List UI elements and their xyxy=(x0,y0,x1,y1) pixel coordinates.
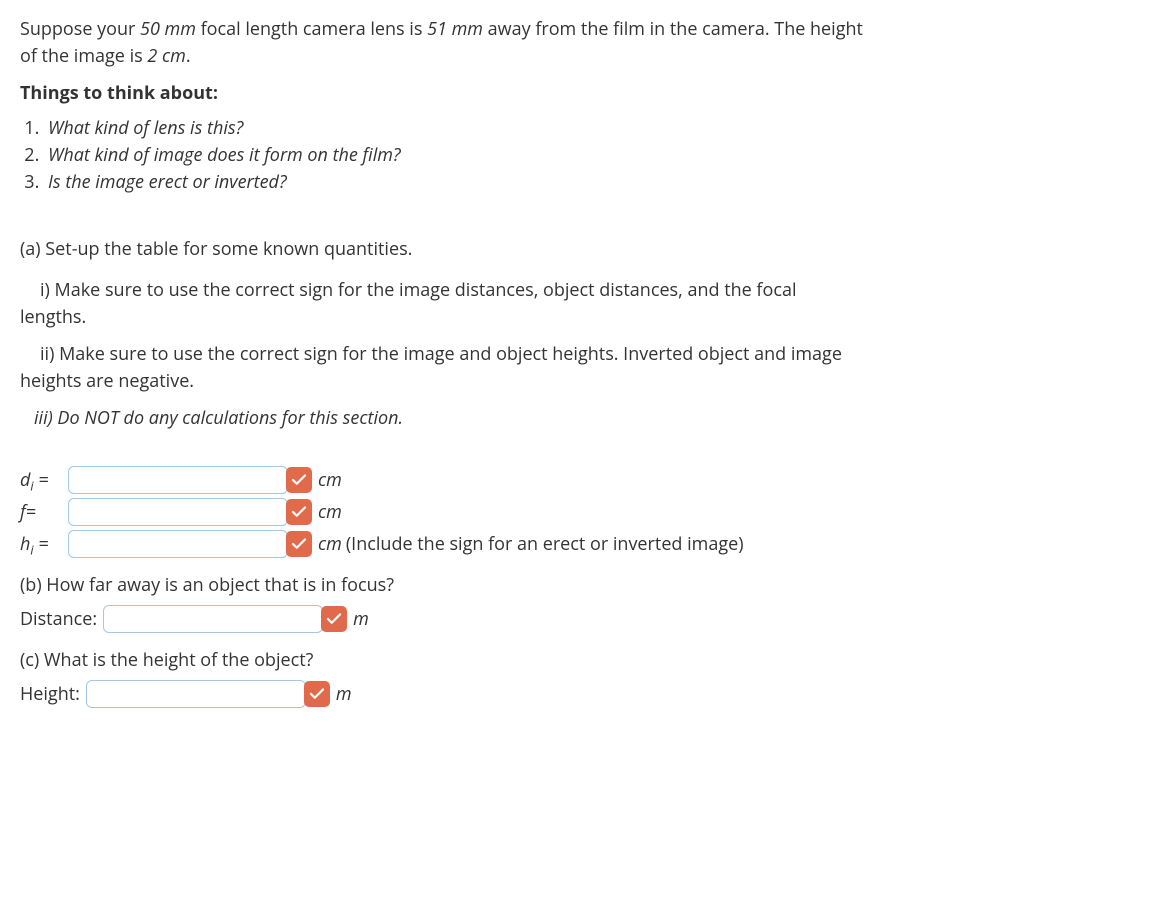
prompt-line2-pre: of the image is xyxy=(20,44,147,68)
f-unit: cm xyxy=(318,499,342,526)
part-a-iii-text: iii) Do NOT do any calculations for this… xyxy=(20,406,403,430)
hi-unit: cm xyxy=(318,531,342,558)
di-var: d xyxy=(20,468,30,492)
distance-input[interactable] xyxy=(103,605,323,633)
hi-var: h xyxy=(20,532,30,556)
part-a-ii-line1: ii) Make sure to use the correct sign fo… xyxy=(20,342,842,366)
think-item-1: What kind of lens is this? xyxy=(44,115,1148,142)
part-a-intro: (a) Set-up the table for some known quan… xyxy=(20,236,1148,263)
prompt-pre: Suppose your xyxy=(20,17,140,41)
di-input[interactable] xyxy=(68,466,288,494)
part-c-q: (c) What is the height of the object? xyxy=(20,647,1148,674)
f-label: f= xyxy=(20,499,68,526)
check-icon[interactable] xyxy=(321,606,347,632)
part-a-i-line2: lengths. xyxy=(20,305,86,329)
di-row: di = cm xyxy=(20,466,1148,494)
part-a-ii-line2: heights are negative. xyxy=(20,369,194,393)
di-label: di = xyxy=(20,467,68,494)
part-c-row: Height: m xyxy=(20,680,1148,708)
prompt-mid: focal length camera lens is xyxy=(196,17,427,41)
think-item-3: Is the image erect or inverted? xyxy=(44,169,1148,196)
hi-eq: = xyxy=(34,532,49,556)
prompt-post: away from the film in the camera. The he… xyxy=(483,17,863,41)
f-input[interactable] xyxy=(68,498,288,526)
check-icon[interactable] xyxy=(286,531,312,557)
check-icon[interactable] xyxy=(286,467,312,493)
hi-label: hi = xyxy=(20,531,68,558)
hi-note: (Include the sign for an erect or invert… xyxy=(346,531,744,558)
hi-input[interactable] xyxy=(68,530,288,558)
part-a-i: i) Make sure to use the correct sign for… xyxy=(20,277,1148,331)
distance-label: Distance: xyxy=(20,606,97,633)
f-row: f= cm xyxy=(20,498,1148,526)
di-unit: cm xyxy=(318,467,342,494)
image-height-value: 2 cm xyxy=(147,44,185,68)
distance-value: 51 mm xyxy=(427,17,483,41)
think-list: What kind of lens is this? What kind of … xyxy=(20,115,1148,196)
height-label: Height: xyxy=(20,681,80,708)
problem-statement: Suppose your 50 mm focal length camera l… xyxy=(20,16,1148,70)
check-icon[interactable] xyxy=(286,499,312,525)
prompt-line2-post: . xyxy=(186,44,191,68)
height-input[interactable] xyxy=(86,680,306,708)
focal-length-value: 50 mm xyxy=(140,17,196,41)
part-a-i-line1: i) Make sure to use the correct sign for… xyxy=(20,278,796,302)
part-b-q: (b) How far away is an object that is in… xyxy=(20,572,1148,599)
part-b-row: Distance: m xyxy=(20,605,1148,633)
height-unit: m xyxy=(336,681,352,708)
distance-unit: m xyxy=(353,606,369,633)
think-heading: Things to think about: xyxy=(20,80,1148,107)
part-a-iii: iii) Do NOT do any calculations for this… xyxy=(20,405,1148,432)
di-eq: = xyxy=(34,468,49,492)
part-a-ii: ii) Make sure to use the correct sign fo… xyxy=(20,341,1148,395)
hi-row: hi = cm (Include the sign for an erect o… xyxy=(20,530,1148,558)
check-icon[interactable] xyxy=(304,681,330,707)
think-item-2: What kind of image does it form on the f… xyxy=(44,142,1148,169)
